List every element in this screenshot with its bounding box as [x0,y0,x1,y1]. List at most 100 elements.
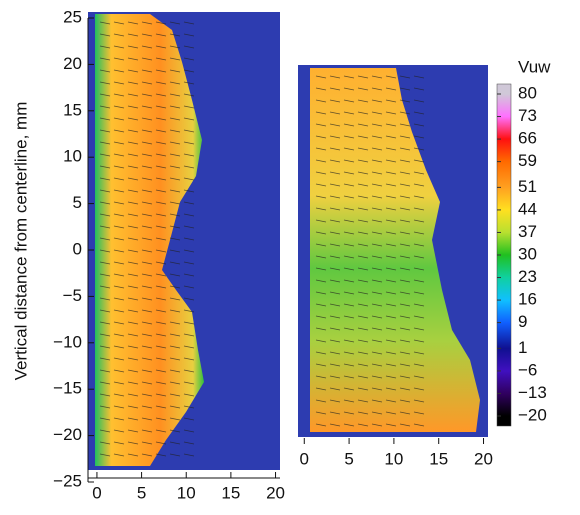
arrow [169,405,181,409]
arrow [357,171,369,175]
arrow [329,183,341,187]
arrow [127,381,139,385]
arrow [385,207,397,211]
arrow [399,351,411,355]
arrow [399,303,411,307]
arrow [329,423,341,427]
arrow [127,309,139,313]
arrow [169,357,181,361]
arrow [113,369,125,373]
arrow [413,423,425,427]
arrow [329,243,341,247]
arrow [113,69,125,73]
arrow [385,327,397,331]
arrow [127,345,139,349]
arrow [413,315,425,319]
arrow [127,273,139,277]
arrow [183,21,195,25]
arrow [329,327,341,331]
arrow [399,159,411,163]
arrow [413,351,425,355]
arrow [155,357,167,361]
arrow [155,453,167,457]
arrow [113,129,125,133]
arrow [315,219,327,223]
arrow [385,195,397,199]
arrow [329,195,341,199]
colorbar-tick-label: −20 [518,405,547,424]
arrow [371,315,383,319]
arrow [113,429,125,433]
arrow [169,381,181,385]
arrow [141,213,153,217]
arrow [413,183,425,187]
arrow [183,441,195,445]
y-tick-label: −25 [53,471,82,490]
arrow [113,189,125,193]
arrow [343,219,355,223]
arrow [127,201,139,205]
arrow [99,333,111,337]
arrow [399,183,411,187]
arrow [315,327,327,331]
arrow [141,201,153,205]
arrow [413,75,425,79]
arrow [99,237,111,241]
arrow [371,423,383,427]
arrow [113,441,125,445]
arrow [357,231,369,235]
arrow [127,141,139,145]
arrow [99,153,111,157]
arrow [183,189,195,193]
arrow [169,453,181,457]
arrow [329,267,341,271]
arrow [155,81,167,85]
x-tick-label: 15 [221,483,240,502]
arrow [141,165,153,169]
x-tick-label: 0 [300,449,309,468]
arrow [357,363,369,367]
arrow [127,369,139,373]
arrow [183,105,195,109]
arrow [385,303,397,307]
arrow [99,369,111,373]
arrow [315,123,327,127]
arrow [357,219,369,223]
arrow [169,129,181,133]
arrow [385,147,397,151]
arrow [343,183,355,187]
arrow [183,225,195,229]
arrow [99,249,111,253]
arrow [183,141,195,145]
arrow [315,303,327,307]
arrow [357,183,369,187]
arrow [343,231,355,235]
arrow [343,123,355,127]
arrow [399,255,411,259]
arrow [385,315,397,319]
arrow [169,297,181,301]
arrow [385,183,397,187]
arrow [169,153,181,157]
arrow [413,99,425,103]
arrow [399,195,411,199]
arrow [329,147,341,151]
arrow [99,201,111,205]
y-tick-label: 5 [73,193,82,212]
arrow [99,177,111,181]
arrow [183,237,195,241]
arrow [315,243,327,247]
arrow [329,375,341,379]
arrow [113,21,125,25]
arrow [113,141,125,145]
arrow [329,171,341,175]
arrow [155,273,167,277]
arrow [413,195,425,199]
arrow [343,363,355,367]
arrow [399,423,411,427]
arrow [127,261,139,265]
arrow [169,225,181,229]
arrow [385,171,397,175]
arrow [315,351,327,355]
arrow [329,303,341,307]
